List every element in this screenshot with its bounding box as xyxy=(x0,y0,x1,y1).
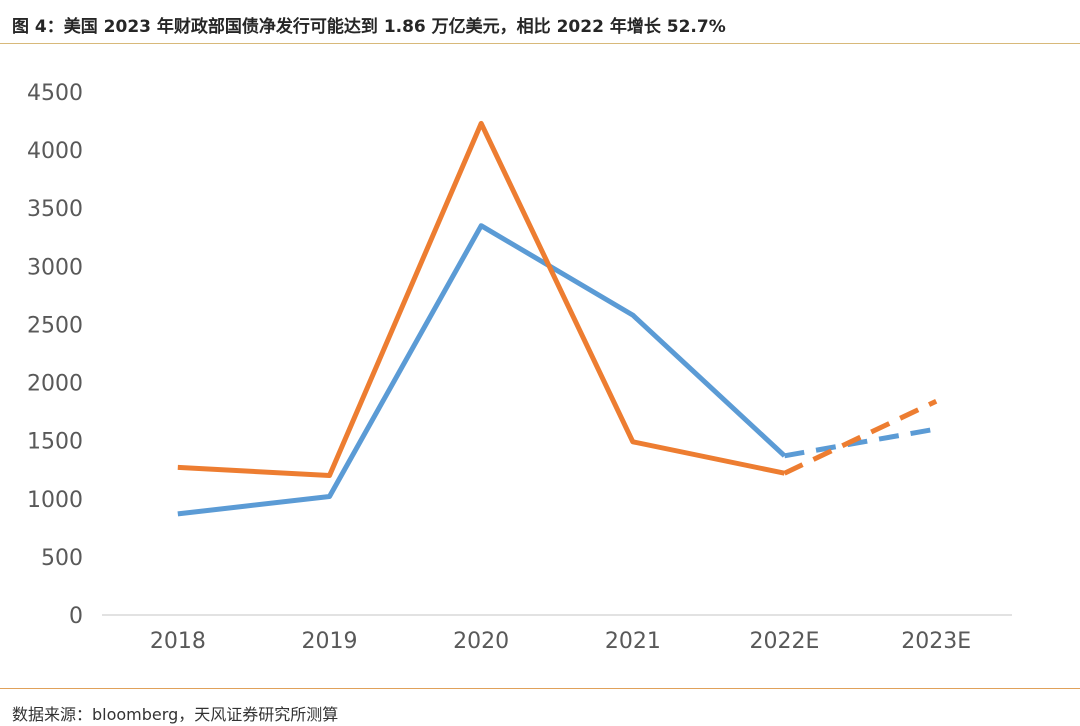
y-tick-label: 4000 xyxy=(27,139,83,164)
data-source-note: 数据来源：bloomberg，天风证券研究所测算 xyxy=(12,705,339,724)
x-tick-label: 2020 xyxy=(453,629,509,654)
y-tick-label: 2500 xyxy=(27,313,83,338)
x-tick-label: 2021 xyxy=(605,629,661,654)
y-tick-label: 0 xyxy=(69,604,83,629)
y-tick-label: 3000 xyxy=(27,255,83,280)
y-tick-label: 500 xyxy=(41,546,83,571)
y-axis-tick-labels: 0 500 1000 1500 2000 2500 3000 3500 4000 4500 xyxy=(27,81,83,629)
series-lines xyxy=(177,120,938,517)
y-tick-label: 1500 xyxy=(27,430,83,455)
x-tick-label: 2019 xyxy=(302,629,358,654)
chart-title: 图 4：美国 2023 年财政部国债净发行可能达到 1.86 万亿美元，相比 2… xyxy=(12,17,726,37)
x-tick-label: 2023E xyxy=(901,629,971,654)
header-bar: 图 4：美国 2023 年财政部国债净发行可能达到 1.86 万亿美元，相比 2… xyxy=(0,0,1080,44)
series-1-line-projected xyxy=(784,426,937,459)
series-2-line-projected xyxy=(783,398,938,476)
line-chart: 0 500 1000 1500 2000 2500 3000 3500 4000 4500 201… xyxy=(27,81,1012,654)
y-tick-label: 4500 xyxy=(27,81,83,106)
x-axis-tick-labels: 2018 2019 2020 2021 2022E 2023E xyxy=(150,629,971,654)
x-tick-label: 2018 xyxy=(150,629,206,654)
y-tick-label: 2000 xyxy=(27,372,83,397)
footer-divider xyxy=(0,688,1080,689)
series-1-line-solid xyxy=(177,223,787,517)
y-tick-label: 1000 xyxy=(27,488,83,513)
series-2-line-solid xyxy=(177,120,786,478)
x-tick-label: 2022E xyxy=(750,629,820,654)
y-tick-label: 3500 xyxy=(27,197,83,222)
